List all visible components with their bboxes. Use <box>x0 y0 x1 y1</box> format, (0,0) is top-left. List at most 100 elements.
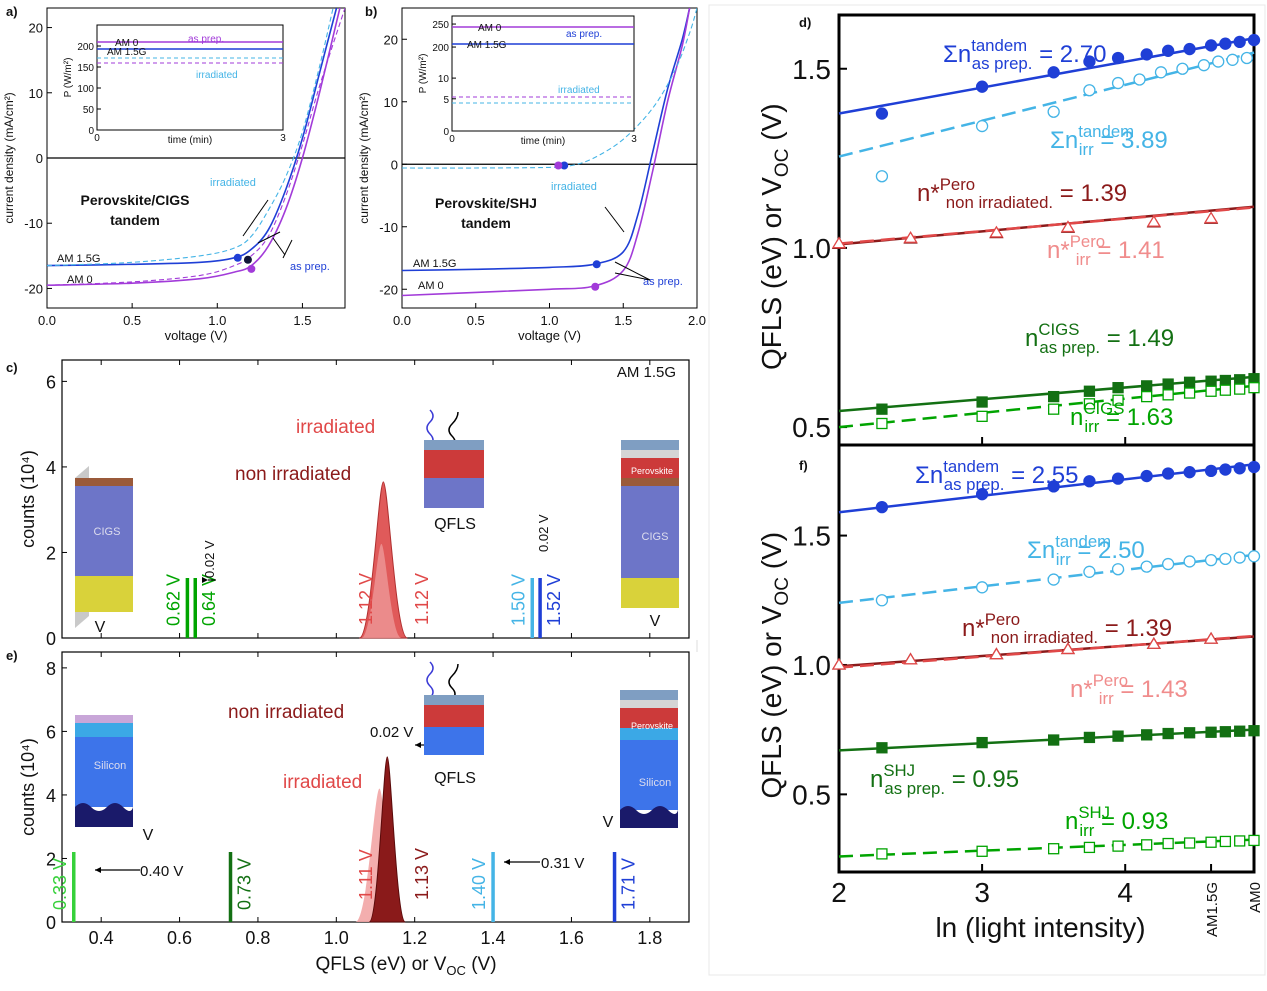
x-tick-label: 0.0 <box>38 313 56 328</box>
x-axis-label: QFLS (eV) or VOC (V) <box>316 954 497 978</box>
data-point <box>1146 637 1161 649</box>
y-tick-label: -20 <box>24 281 43 296</box>
y-tick-label: 0.5 <box>792 412 831 443</box>
y-tick-label: 4 <box>46 458 56 478</box>
data-point <box>1146 214 1161 227</box>
annotation: as prep. <box>290 261 330 273</box>
ideality-label: Σntandem irr = 3.89 <box>1050 122 1168 159</box>
data-point <box>1112 394 1124 406</box>
annotation: 1.13 V <box>412 848 432 900</box>
annotation: 0.02 V <box>202 540 217 578</box>
ideality-symbol: Σn <box>915 462 943 489</box>
y-tick-label: -10 <box>24 216 43 231</box>
annotation-arrow <box>614 261 651 281</box>
y-tick-label: 10 <box>384 95 398 110</box>
voc-label: 0.62 V <box>163 574 183 626</box>
data-point <box>1197 59 1211 72</box>
ideality-symbol: Σn <box>943 41 971 68</box>
ideality-sup: CIGS <box>1083 399 1124 418</box>
data-point <box>1060 220 1076 233</box>
data-point <box>875 594 889 607</box>
panel-c: c) 0 2 4 6 counts (10⁴) 0.62 V 0.64 V 1.50 V 1.52… <box>6 359 690 649</box>
ideality-symbol: n* <box>1070 676 1093 703</box>
ideality-symbol: Σn <box>1027 537 1055 564</box>
data-point <box>1204 464 1218 478</box>
data-point <box>1162 389 1174 401</box>
voc-label: 1.50 V <box>508 574 528 626</box>
qfls-histogram <box>368 756 406 923</box>
ideality-sup: SHJ <box>1078 803 1110 822</box>
data-point <box>975 80 989 93</box>
icon-layer <box>620 708 678 728</box>
icon-label: QFLS <box>434 770 476 787</box>
data-point <box>903 652 918 665</box>
ideality-sup: Pero <box>1070 232 1105 251</box>
icon-layer <box>621 578 679 608</box>
y-tick-label: 6 <box>46 372 56 392</box>
data-point <box>1162 837 1174 850</box>
data-point <box>975 488 989 501</box>
ideality-label: nSHJ irr = 0.93 <box>1065 803 1168 840</box>
inset-x-tick-label: 0 <box>94 133 100 144</box>
annotation: irradiated <box>283 772 362 793</box>
y-tick-label: 2 <box>46 849 56 869</box>
data-point <box>976 736 988 749</box>
y-tick-label: 2 <box>46 543 56 563</box>
data-point <box>1161 557 1175 571</box>
data-point <box>1161 44 1175 57</box>
panel-label-b: b) <box>365 4 377 19</box>
data-point <box>1048 390 1060 403</box>
data-point <box>976 410 988 422</box>
data-point <box>1247 550 1261 563</box>
x-tick-label: 0.5 <box>123 313 141 328</box>
ideality-value: = 2.70 <box>1032 41 1106 68</box>
y-axis-label-sub: OC <box>772 149 793 178</box>
icon-layer <box>620 690 678 700</box>
y-axis-label-main: QFLS (eV) or V <box>756 605 787 798</box>
data-point <box>875 170 889 183</box>
panel-label-a: a) <box>6 4 18 19</box>
mpp-marker <box>243 255 252 264</box>
ideality-symbol: n <box>870 766 883 793</box>
x-tick-label-intensity: AM0 <box>1247 882 1264 913</box>
data-point <box>1248 834 1260 847</box>
ideality-value: = 3.89 <box>1094 127 1168 154</box>
mpp-marker <box>560 161 569 170</box>
data-point <box>1176 62 1189 75</box>
inset-y-tick-label: 150 <box>77 63 94 74</box>
data-point <box>1212 55 1225 68</box>
ideality-symbol: n* <box>917 180 940 207</box>
y-tick-label: 0 <box>46 913 56 933</box>
data-point <box>1112 840 1124 852</box>
data-point <box>1083 84 1096 97</box>
data-point <box>975 119 989 133</box>
data-point <box>1219 374 1232 387</box>
data-point <box>1204 554 1218 567</box>
data-point <box>1083 475 1096 488</box>
data-point <box>1141 380 1153 392</box>
data-point <box>1047 66 1060 79</box>
fit-line-tandem_irr <box>838 51 1255 158</box>
x-axis-label-unit: (V) <box>466 954 497 975</box>
x-tick-label: 1.0 <box>324 928 349 948</box>
annotation: AM 0 <box>418 280 444 292</box>
y-axis-label: counts (10⁴) <box>18 738 38 836</box>
inset-x-tick-label: 0 <box>449 134 455 145</box>
y-axis-label: current density (mA/cm²) <box>357 92 371 223</box>
x-tick-label: 1.4 <box>481 928 506 948</box>
icon-label: QFLS <box>434 516 476 533</box>
y-axis-label: QFLS (eV) or VOC (V) <box>756 103 793 370</box>
ideality-label: Σntandem as prep. = 2.70 <box>943 36 1107 73</box>
inset-y-tick-label: 200 <box>432 43 449 54</box>
ideality-sub: irr <box>1084 417 1099 436</box>
y-tick-label: 1.0 <box>792 233 831 264</box>
annotation: AM 1.5G <box>413 258 456 270</box>
arrow-head <box>95 867 101 873</box>
mpp-marker <box>591 282 600 291</box>
data-point <box>875 500 889 514</box>
y-axis-label: current density (mA/cm²) <box>2 92 16 223</box>
data-point <box>1234 383 1246 395</box>
inset-label: AM 1.5G <box>107 47 147 58</box>
x-tick-label: 0.0 <box>393 313 411 328</box>
